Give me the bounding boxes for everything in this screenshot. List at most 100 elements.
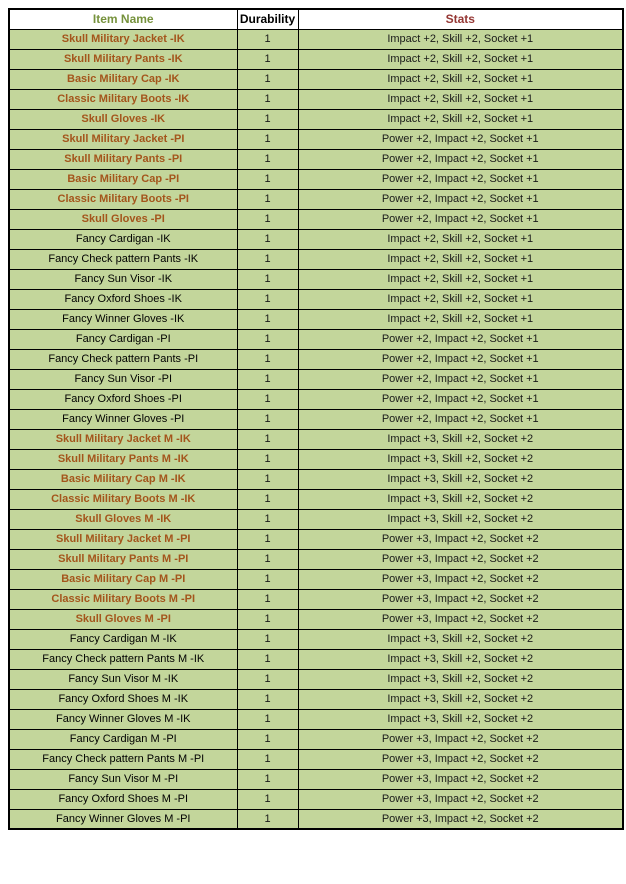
item-name-cell: Skull Military Jacket M -IK: [8, 428, 238, 450]
table-row: Fancy Check pattern Pants -IK 1 Impact +2,…: [8, 248, 624, 270]
stats-cell: Power +3, Impact +2, Socket +2: [297, 728, 624, 750]
durability-cell: 1: [236, 448, 299, 470]
durability-cell: 1: [236, 228, 299, 250]
table-row: Fancy Sun Visor -IK 1 Impact +2, Skill +2,…: [8, 268, 624, 290]
durability-cell: 1: [236, 768, 299, 790]
durability-cell: 1: [236, 688, 299, 710]
durability-cell: 1: [236, 628, 299, 650]
durability-cell: 1: [236, 168, 299, 190]
stats-cell: Power +3, Impact +2, Socket +2: [297, 548, 624, 570]
table-row: Basic Military Cap M -IK 1 Impact +3, Skil…: [8, 468, 624, 490]
stats-cell: Power +2, Impact +2, Socket +1: [297, 348, 624, 370]
durability-cell: 1: [236, 188, 299, 210]
table-row: Fancy Cardigan M -PI 1 Power +3, Impact +2…: [8, 728, 624, 750]
table-row: Fancy Sun Visor -PI 1 Power +2, Impact +2,…: [8, 368, 624, 390]
durability-cell: 1: [236, 508, 299, 530]
table-body: Skull Military Jacket -IK 1 Impact +2, Ski…: [8, 28, 624, 830]
item-name-cell: Fancy Winner Gloves -PI: [8, 408, 238, 430]
item-name-cell: Fancy Winner Gloves M -PI: [8, 808, 238, 830]
table-row: Fancy Winner Gloves -IK 1 Impact +2, Skill…: [8, 308, 624, 330]
stats-cell: Impact +2, Skill +2, Socket +1: [297, 88, 624, 110]
durability-cell: 1: [236, 368, 299, 390]
table-row: Basic Military Cap -IK 1 Impact +2, Skill …: [8, 68, 624, 90]
table-row: Skull Military Jacket M -PI 1 Power +3, Im…: [8, 528, 624, 550]
stats-cell: Power +2, Impact +2, Socket +1: [297, 408, 624, 430]
stats-cell: Impact +3, Skill +2, Socket +2: [297, 488, 624, 510]
table-row: Fancy Cardigan M -IK 1 Impact +3, Skill +2…: [8, 628, 624, 650]
table-row: Fancy Sun Visor M -IK 1 Impact +3, Skill +…: [8, 668, 624, 690]
stats-cell: Impact +2, Skill +2, Socket +1: [297, 108, 624, 130]
table-row: Skull Military Jacket -PI 1 Power +2, Impa…: [8, 128, 624, 150]
table-row: Fancy Sun Visor M -PI 1 Power +3, Impact +…: [8, 768, 624, 790]
item-name-cell: Fancy Cardigan -IK: [8, 228, 238, 250]
item-name-cell: Skull Gloves -PI: [8, 208, 238, 230]
stats-cell: Power +2, Impact +2, Socket +1: [297, 368, 624, 390]
table-row: Skull Gloves -PI 1 Power +2, Impact +2, So…: [8, 208, 624, 230]
durability-cell: 1: [236, 568, 299, 590]
item-name-cell: Fancy Check pattern Pants -IK: [8, 248, 238, 270]
item-name-cell: Skull Military Jacket -IK: [8, 28, 238, 50]
durability-cell: 1: [236, 808, 299, 830]
stats-cell: Impact +3, Skill +2, Socket +2: [297, 668, 624, 690]
table-row: Classic Military Boots M -IK 1 Impact +3, …: [8, 488, 624, 510]
items-table: Item Name Durability Stats Skull Militar…: [8, 8, 624, 830]
stats-cell: Impact +2, Skill +2, Socket +1: [297, 228, 624, 250]
stats-cell: Impact +3, Skill +2, Socket +2: [297, 628, 624, 650]
durability-cell: 1: [236, 428, 299, 450]
table-row: Skull Military Jacket -IK 1 Impact +2, Ski…: [8, 28, 624, 50]
table-row: Skull Military Pants M -PI 1 Power +3, Imp…: [8, 548, 624, 570]
durability-cell: 1: [236, 328, 299, 350]
item-name-cell: Fancy Winner Gloves -IK: [8, 308, 238, 330]
item-name-cell: Fancy Check pattern Pants M -PI: [8, 748, 238, 770]
stats-cell: Power +2, Impact +2, Socket +1: [297, 128, 624, 150]
item-name-cell: Fancy Winner Gloves M -IK: [8, 708, 238, 730]
table-row: Skull Military Jacket M -IK 1 Impact +3, S…: [8, 428, 624, 450]
item-name-cell: Fancy Sun Visor -IK: [8, 268, 238, 290]
table-row: Basic Military Cap -PI 1 Power +2, Impact …: [8, 168, 624, 190]
durability-cell: 1: [236, 528, 299, 550]
item-name-cell: Classic Military Boots -IK: [8, 88, 238, 110]
durability-cell: 1: [236, 268, 299, 290]
durability-cell: 1: [236, 708, 299, 730]
durability-cell: 1: [236, 108, 299, 130]
item-name-cell: Fancy Sun Visor M -IK: [8, 668, 238, 690]
stats-cell: Impact +2, Skill +2, Socket +1: [297, 248, 624, 270]
stats-cell: Impact +3, Skill +2, Socket +2: [297, 708, 624, 730]
item-name-cell: Skull Military Pants -PI: [8, 148, 238, 170]
durability-cell: 1: [236, 348, 299, 370]
table-row: Classic Military Boots -IK 1 Impact +2, Sk…: [8, 88, 624, 110]
item-name-cell: Basic Military Cap -PI: [8, 168, 238, 190]
table-header: Item Name Durability Stats: [8, 8, 624, 30]
table-row: Skull Gloves -IK 1 Impact +2, Skill +2, So…: [8, 108, 624, 130]
table-row: Skull Military Pants M -IK 1 Impact +3, Sk…: [8, 448, 624, 470]
item-name-cell: Basic Military Cap M -PI: [8, 568, 238, 590]
durability-cell: 1: [236, 728, 299, 750]
header-row: Item Name Durability Stats: [8, 8, 624, 30]
item-name-cell: Skull Gloves M -PI: [8, 608, 238, 630]
durability-cell: 1: [236, 488, 299, 510]
stats-cell: Power +3, Impact +2, Socket +2: [297, 568, 624, 590]
item-name-cell: Classic Military Boots -PI: [8, 188, 238, 210]
stats-cell: Impact +3, Skill +2, Socket +2: [297, 448, 624, 470]
stats-cell: Impact +2, Skill +2, Socket +1: [297, 28, 624, 50]
stats-cell: Power +3, Impact +2, Socket +2: [297, 608, 624, 630]
stats-cell: Impact +3, Skill +2, Socket +2: [297, 688, 624, 710]
stats-cell: Impact +3, Skill +2, Socket +2: [297, 428, 624, 450]
item-name-cell: Skull Military Jacket -PI: [8, 128, 238, 150]
stats-cell: Power +2, Impact +2, Socket +1: [297, 188, 624, 210]
durability-cell: 1: [236, 68, 299, 90]
durability-cell: 1: [236, 548, 299, 570]
table-row: Fancy Cardigan -IK 1 Impact +2, Skill +2, …: [8, 228, 624, 250]
table-row: Skull Military Pants -PI 1 Power +2, Impac…: [8, 148, 624, 170]
stats-cell: Impact +2, Skill +2, Socket +1: [297, 288, 624, 310]
stats-cell: Impact +2, Skill +2, Socket +1: [297, 268, 624, 290]
stats-cell: Power +3, Impact +2, Socket +2: [297, 528, 624, 550]
table-row: Fancy Winner Gloves M -PI 1 Power +3, Impa…: [8, 808, 624, 830]
item-name-cell: Fancy Check pattern Pants -PI: [8, 348, 238, 370]
durability-cell: 1: [236, 468, 299, 490]
column-header-durability: Durability: [236, 8, 299, 30]
durability-cell: 1: [236, 28, 299, 50]
stats-cell: Power +3, Impact +2, Socket +2: [297, 588, 624, 610]
stats-cell: Power +2, Impact +2, Socket +1: [297, 328, 624, 350]
item-name-cell: Fancy Check pattern Pants M -IK: [8, 648, 238, 670]
